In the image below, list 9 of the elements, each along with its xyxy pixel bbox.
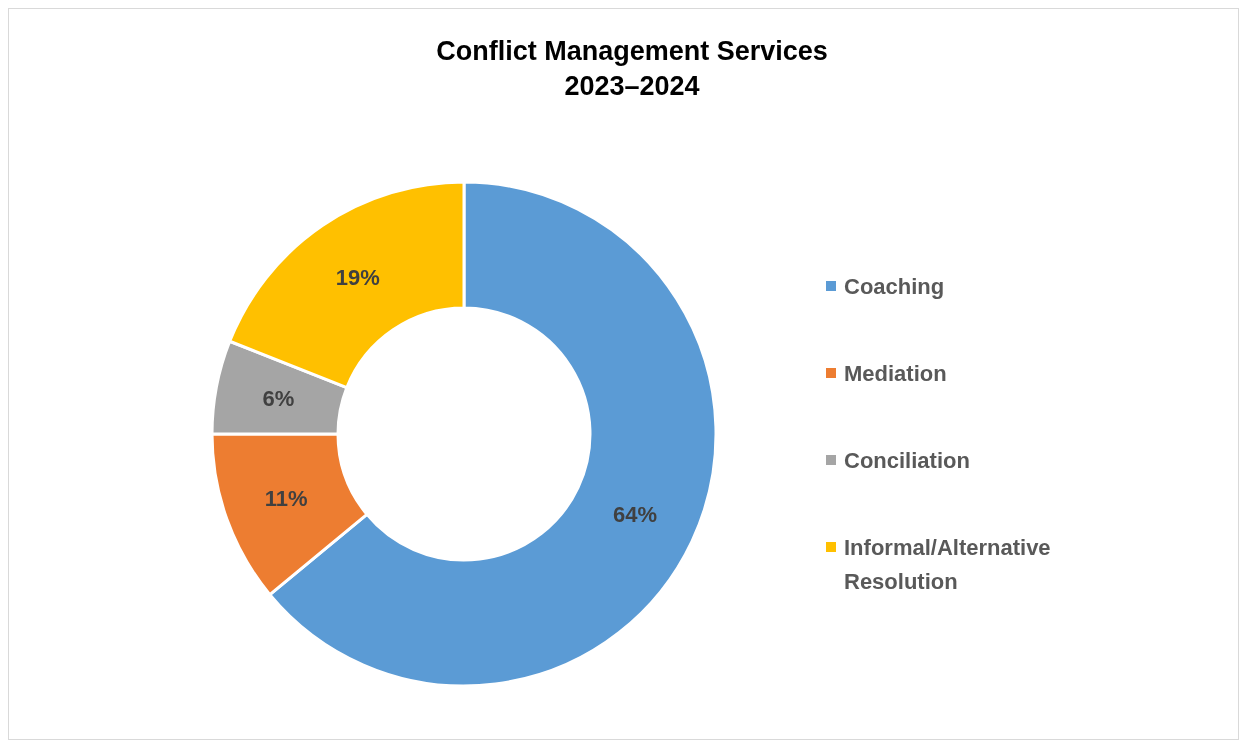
data-label: 64% [612,501,658,527]
chart-title: Conflict Management Services 2023–2024 [436,36,828,101]
legend-label: Conciliation [844,447,970,473]
data-label: 19% [335,265,380,291]
data-label: 11% [264,485,308,511]
legend-label: Coaching [844,273,945,299]
data-label: 6% [262,386,295,412]
legend-label: Informal/Alternative Resolution [844,534,1051,594]
legend-label: Mediation [844,360,947,386]
